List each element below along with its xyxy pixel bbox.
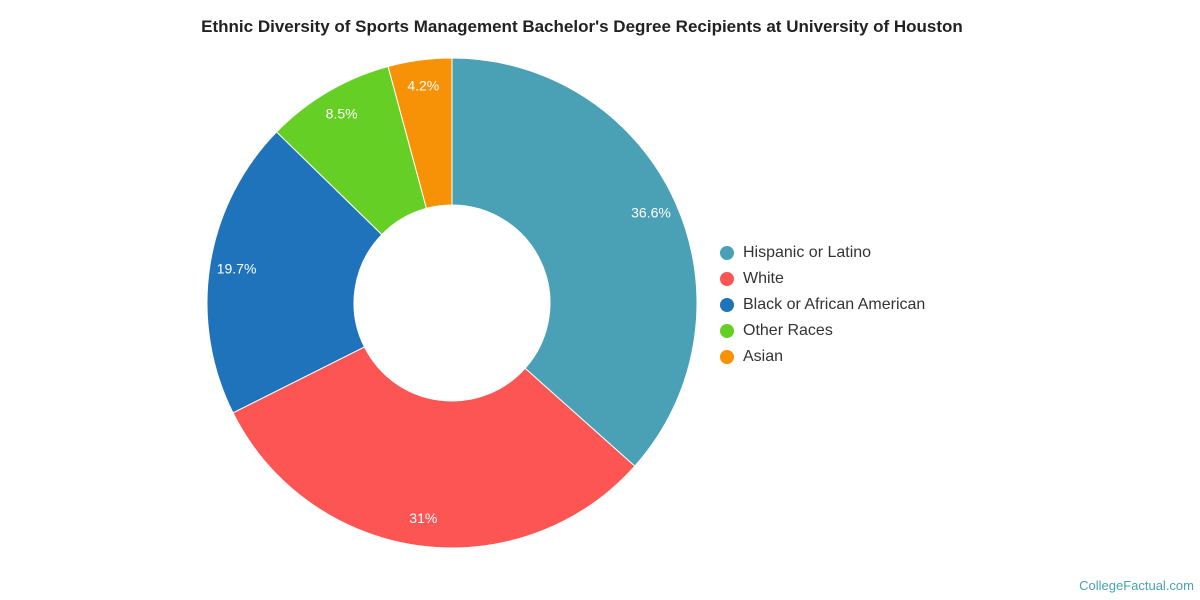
slice-black-or-african-american[interactable]: [206, 131, 383, 414]
slice-label-hispanic-or-latino: 36.6%: [631, 205, 671, 221]
legend-label: White: [743, 270, 784, 287]
legend-label: Black or African American: [743, 296, 926, 313]
legend-swatch: [720, 324, 734, 338]
slice-label-black-or-african-american: 19.7%: [217, 260, 257, 276]
legend-swatch: [720, 272, 734, 286]
chart-title: Ethnic Diversity of Sports Management Ba…: [201, 17, 963, 36]
legend-item-hispanic-or-latino[interactable]: Hispanic or Latino: [720, 240, 925, 266]
slice-label-other-races: 8.5%: [326, 106, 358, 122]
slice-labels-group: 36.6% 31% 19.7% 8.5% 4.2%: [217, 78, 671, 526]
legend-item-black-or-african-american[interactable]: Black or African American: [720, 292, 925, 318]
slice-white[interactable]: [232, 346, 636, 549]
legend-label: Asian: [743, 348, 784, 365]
slice-label-asian: 4.2%: [407, 78, 439, 94]
legend-swatch: [720, 298, 734, 312]
legend-swatch: [720, 246, 734, 260]
legend-item-other-races[interactable]: Other Races: [720, 318, 925, 344]
legend: Hispanic or Latino White Black or African …: [720, 240, 925, 370]
legend-label: Other Races: [743, 322, 833, 339]
slice-label-white: 31%: [409, 510, 437, 526]
slice-asian[interactable]: [387, 57, 453, 210]
slice-hispanic-or-latino[interactable]: [451, 57, 698, 467]
legend-item-asian[interactable]: Asian: [720, 344, 925, 370]
legend-swatch: [720, 350, 734, 364]
slices-group: [206, 57, 698, 549]
legend-label: Hispanic or Latino: [743, 244, 872, 261]
legend-item-white[interactable]: White: [720, 266, 925, 292]
watermark[interactable]: CollegeFactual.com: [1079, 578, 1194, 593]
